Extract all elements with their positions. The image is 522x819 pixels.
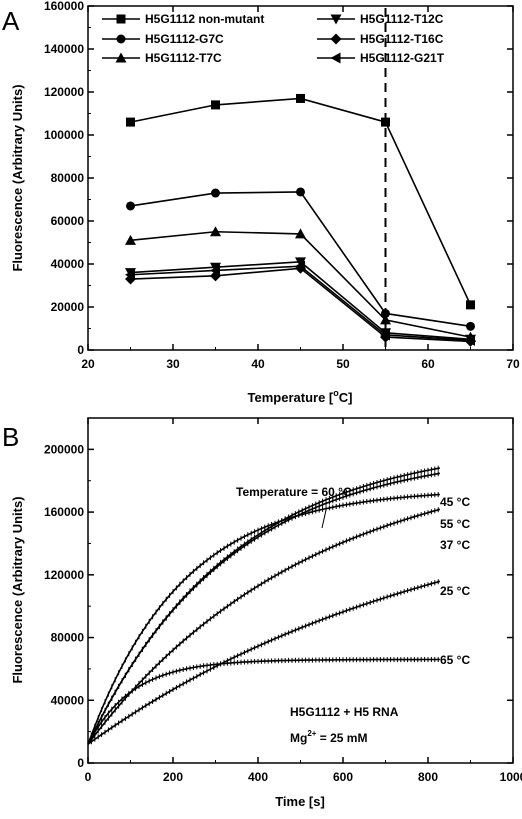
chart-b-y-tick-label: 160000 <box>44 505 84 519</box>
chart-a-series-line-3 <box>130 230 471 338</box>
chart-a-series-line-5 <box>130 267 471 343</box>
chart-b-x-tick-label: 600 <box>333 770 353 784</box>
chart-a-y-tick-label: 100000 <box>44 128 84 142</box>
chart-b-x-tick-label: 1000 <box>500 770 522 784</box>
chart-a-point-triangle-left <box>465 334 475 346</box>
chart-b-series-line-3 <box>87 493 440 745</box>
chart-b-y-tick-label: 120000 <box>44 568 84 582</box>
chart-a-legend: H5G1112 non-mutant H5G1112-G7C H5G1112-T7C… <box>102 12 445 65</box>
chart-b-curve-label: 55 °C <box>440 517 470 531</box>
chart-b-y-tick-label: 80000 <box>51 631 85 645</box>
chart-b-series-line-5 <box>87 580 441 745</box>
chart-b-series-noise-5 <box>87 579 439 747</box>
chart-a-y-tick-label: 40000 <box>51 257 85 271</box>
chart-a-point-square <box>211 100 220 110</box>
chart-b-x-tick-label: 200 <box>163 770 183 784</box>
chart-a-legend-marker-diamond <box>330 33 342 45</box>
chart-a-legend-label: H5G1112 non-mutant <box>145 12 264 26</box>
chart-a-point-square <box>296 93 305 103</box>
chart-b-y-axis-label: Fluorescence (Arbitrary Units) <box>10 496 25 683</box>
chart-b-annotation-pointer <box>321 509 327 529</box>
chart-a-point-triangle-left <box>380 329 390 341</box>
chart-a-y-tick-label: 20000 <box>51 300 85 314</box>
chart-a-point-triangle-down <box>295 257 306 268</box>
chart-a-legend-label: H5G1112-T16C <box>360 32 444 46</box>
chart-a-legend-marker-triangle-up <box>115 52 127 63</box>
chart-a-y-tick-label: 80000 <box>51 171 85 185</box>
chart-b-curve-label: 45 °C <box>440 495 470 509</box>
chart-a-point-square <box>466 300 475 310</box>
chart-b: 0 200 400 600 800 1000 0 40000 80000 120000 160000… <box>10 417 522 809</box>
chart-a-point-circle <box>466 321 475 331</box>
chart-a-x-tick-label: 40 <box>251 357 265 371</box>
chart-b-annotation-title: H5G1112 + H5 RNA <box>290 705 399 719</box>
chart-a-point-square <box>126 117 135 127</box>
chart-a-series <box>125 93 476 347</box>
chart-a-legend-marker-triangle-down <box>330 14 342 25</box>
chart-a-x-tick-label: 30 <box>166 357 180 371</box>
chart-a-x-tick-label: 60 <box>421 357 435 371</box>
panel-label-b: B <box>2 422 19 452</box>
chart-a-series-line-1 <box>130 97 472 306</box>
chart-b-series-noise-6 <box>87 657 439 747</box>
chart-a-y-tick-label: 120000 <box>44 85 84 99</box>
chart-a-point-triangle-left <box>125 269 135 281</box>
chart-a-point-triangle-up <box>295 228 306 239</box>
chart-a-legend-label: H5G1112-T12C <box>360 12 444 26</box>
chart-b-curve-label: 25 °C <box>440 584 470 598</box>
chart-a-legend-label: H5G1112-G7C <box>145 32 224 46</box>
chart-a-y-axis-label: Fluorescence (Arbitrary Units) <box>10 84 25 271</box>
chart-a-x-axis-label: Temperature [oC] <box>248 388 353 405</box>
chart-a-legend-label: H5G1112-T7C <box>145 51 222 65</box>
chart-b-x-tick-label: 800 <box>418 770 438 784</box>
chart-a-x-tick-label: 70 <box>506 357 520 371</box>
chart-b-y-tick-label: 0 <box>77 756 84 770</box>
chart-b-y-tick-label: 40000 <box>51 693 85 707</box>
chart-b-series-line-6 <box>87 658 440 745</box>
chart-b-curve-label: Temperature = 60 °C <box>236 485 352 499</box>
chart-b-series <box>87 465 441 747</box>
chart-a-y-tick-label: 60000 <box>51 214 85 228</box>
chart-a-point-triangle-left <box>210 264 220 276</box>
chart-b-series-line-2 <box>87 472 441 745</box>
chart-b-ticks: 0 200 400 600 800 1000 0 40000 80000 120000 160000… <box>44 417 522 784</box>
chart-a-point-triangle-up <box>210 226 221 237</box>
chart-a-point-circle <box>211 188 220 198</box>
chart-b-curve-labels: 45 °C Temperature = 60 °C 55 °C 37 °C 25 °C 6… <box>236 485 470 667</box>
chart-a-y-tick-label: 0 <box>77 343 84 357</box>
chart-a-point-triangle-left <box>295 260 305 272</box>
chart-a-y-tick-label: 140000 <box>44 42 84 56</box>
chart-a-legend-label: H5G1112-G21T <box>360 51 445 65</box>
chart-a-ticks: 20 30 40 50 60 70 0 20000 40000 60000 80000 100000 1… <box>44 0 520 371</box>
chart-a-point-triangle-up <box>125 234 136 245</box>
chart-b-x-axis-label: Time [s] <box>275 794 325 809</box>
chart-b-x-tick-label: 0 <box>85 770 92 784</box>
chart-b-curve-label: 37 °C <box>440 538 470 552</box>
chart-b-series-line-4 <box>87 508 441 745</box>
chart-a-x-tick-label: 20 <box>81 357 95 371</box>
chart-b-annotation-mg: Mg2+ = 25 mM <box>290 729 367 745</box>
chart-a-point-square <box>381 117 390 127</box>
chart-a-point-circle <box>296 187 305 197</box>
chart-b-curve-label: 65 °C <box>440 653 470 667</box>
panel-label-a: A <box>2 6 20 36</box>
chart-a-legend-marker-square <box>116 14 126 24</box>
chart-b-y-tick-label: 200000 <box>44 442 84 456</box>
chart-b-x-tick-label: 400 <box>248 770 268 784</box>
chart-b-series-line-1 <box>87 467 441 745</box>
chart-a-y-tick-label: 160000 <box>44 0 84 13</box>
chart-a-legend-marker-circle <box>116 34 126 44</box>
chart-a: 20 30 40 50 60 70 0 20000 40000 60000 80000 100000 1… <box>10 0 520 405</box>
chart-a-point-circle <box>126 201 135 211</box>
chart-a-point-triangle-up <box>380 314 391 325</box>
chart-a-x-tick-label: 50 <box>336 357 350 371</box>
chart-a-point-circle <box>381 308 390 318</box>
chart-a-legend-marker-triangle-left <box>330 52 341 64</box>
